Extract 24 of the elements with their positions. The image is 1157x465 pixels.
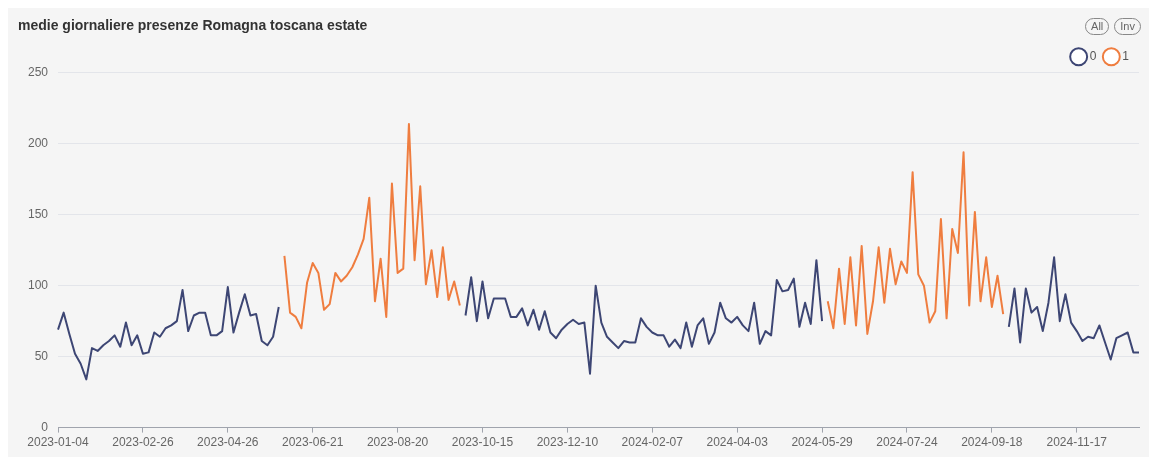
chart-title: medie giornaliere presenze Romagna toscana estate	[18, 17, 368, 34]
text: Inv	[1114, 18, 1141, 35]
x-tick-label: 2023-06-21	[282, 435, 344, 450]
x-tick-label: 2023-10-15	[451, 435, 514, 450]
x-tick-label: 2024-09-18	[961, 435, 1023, 450]
x-tick-label: 2024-11-17	[1046, 435, 1108, 450]
y-tick-label: 100	[27, 277, 49, 292]
y-tick-label: 150	[27, 207, 49, 222]
x-tick-label: 2024-04-03	[706, 435, 769, 450]
y-tick-label: 0	[41, 419, 49, 434]
x-tick-label: 2023-12-10	[536, 435, 599, 450]
text: All	[1085, 18, 1110, 35]
x-tick-label: 2024-07-24	[876, 435, 938, 450]
x-tick-label: 2024-05-29	[791, 435, 854, 450]
x-tick-label: 2023-04-26	[197, 435, 259, 450]
x-tick-label: 2023-02-26	[112, 435, 174, 450]
legend-label: 1	[1122, 49, 1130, 64]
y-tick-label: 50	[34, 348, 49, 363]
x-tick-label: 2023-01-04	[27, 435, 90, 450]
legend-label: 0	[1089, 49, 1097, 64]
y-tick-label: 250	[27, 65, 49, 80]
y-tick-label: 200	[27, 136, 49, 151]
x-tick-label: 2023-08-20	[366, 435, 429, 450]
x-tick-label: 2024-02-07	[621, 435, 684, 450]
